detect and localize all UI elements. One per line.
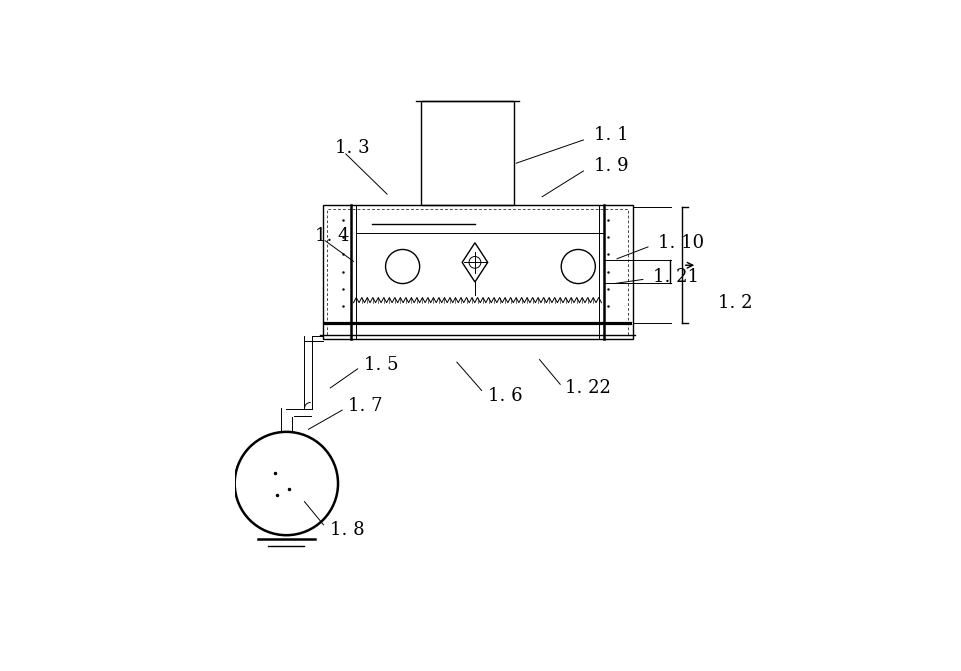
Text: 1. 9: 1. 9	[593, 157, 628, 174]
Text: 1. 4: 1. 4	[314, 227, 349, 244]
Text: 1. 8: 1. 8	[330, 521, 364, 539]
Text: 1. 22: 1. 22	[565, 379, 610, 397]
Text: 1. 1: 1. 1	[593, 125, 628, 144]
Text: 1. 5: 1. 5	[363, 356, 398, 374]
Text: 1. 6: 1. 6	[487, 386, 522, 405]
Bar	[322, 205, 632, 339]
Text: 1. 7: 1. 7	[348, 397, 382, 415]
Text: 1. 2: 1. 2	[717, 294, 752, 312]
Bar	[327, 209, 628, 335]
Text: 1. 10: 1. 10	[657, 234, 703, 252]
Text: 1. 21: 1. 21	[653, 268, 699, 286]
Bar	[420, 101, 513, 205]
Text: 1. 3: 1. 3	[335, 139, 370, 157]
